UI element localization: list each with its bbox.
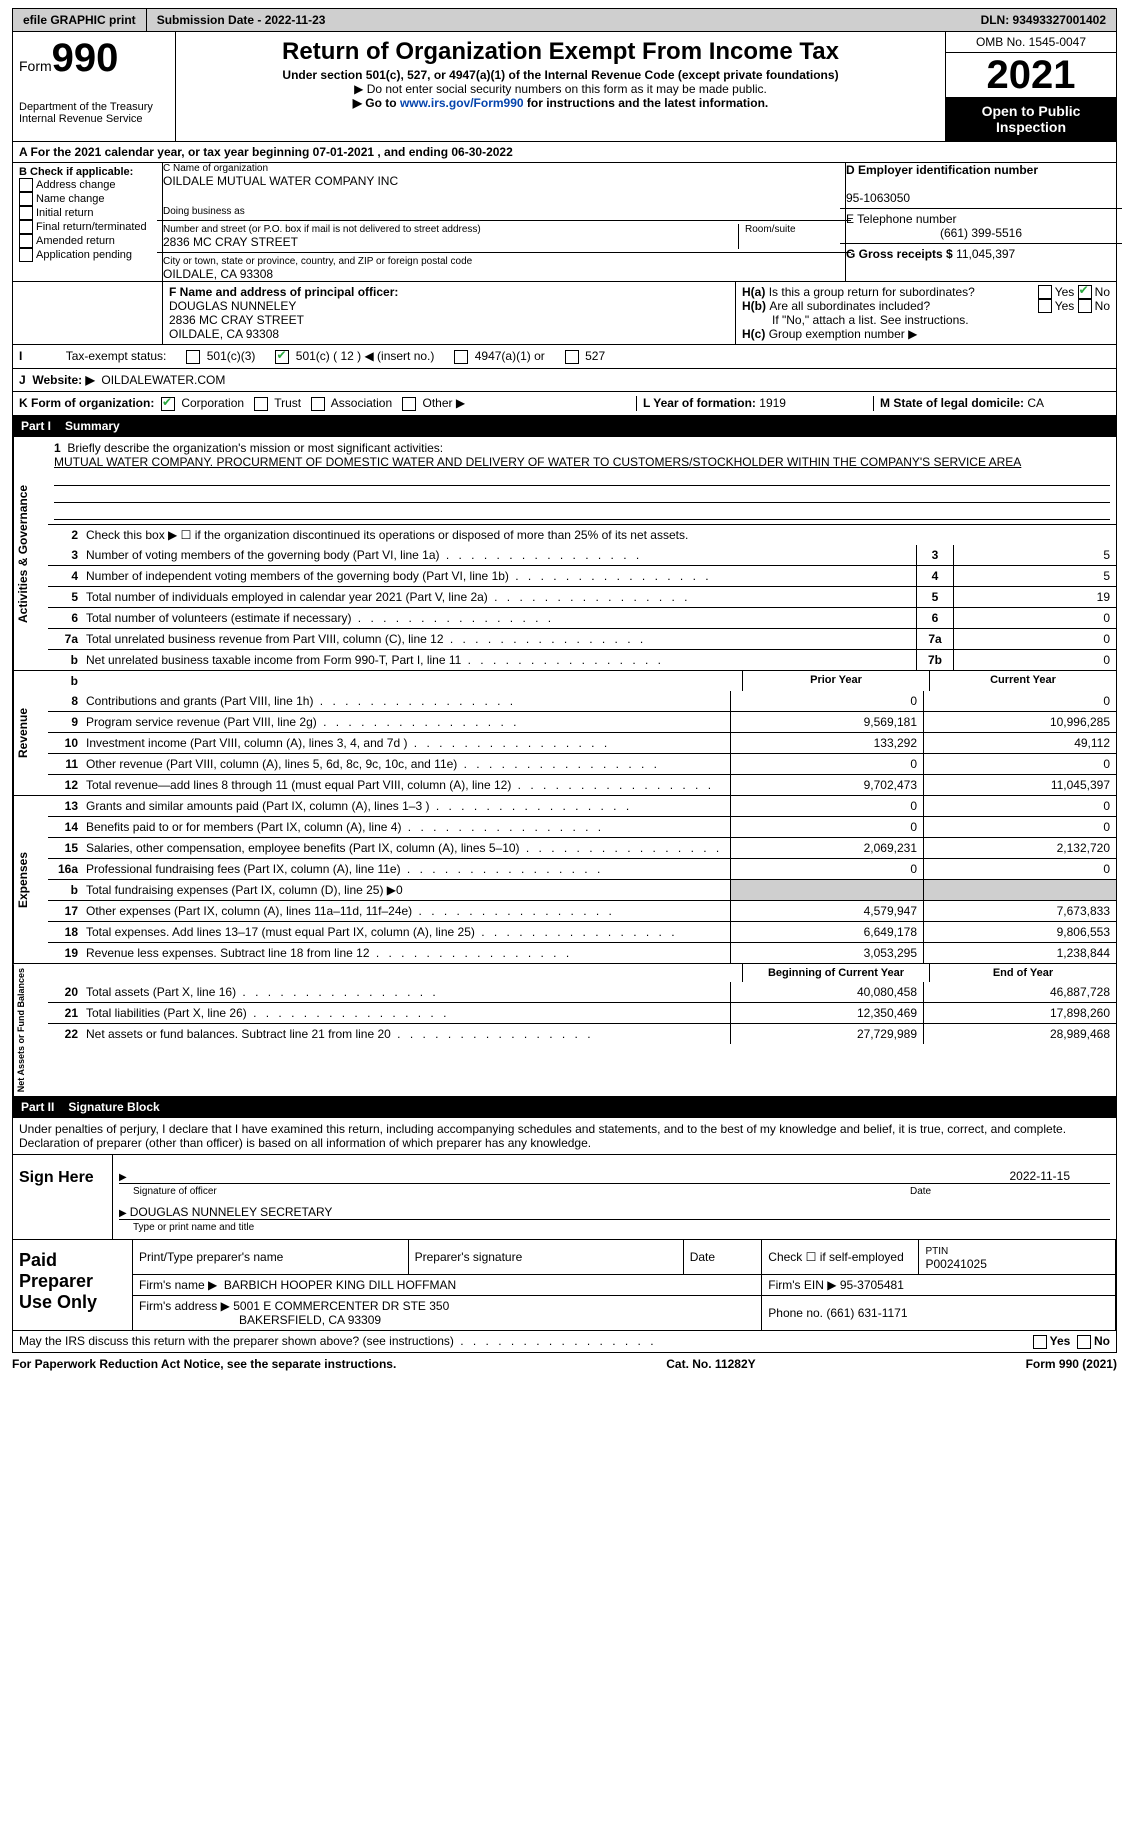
dln: DLN: 93493327001402 <box>971 9 1116 31</box>
checkbox-corp[interactable] <box>161 397 175 411</box>
ein: 95-1063050 <box>846 191 910 205</box>
vtab-revenue: Revenue <box>13 671 48 795</box>
checkbox-ha-no[interactable] <box>1078 285 1092 299</box>
irs: Internal Revenue Service <box>19 113 169 125</box>
netassets-section: Net Assets or Fund Balances Beginning of… <box>12 964 1117 1097</box>
checkbox-hb-no[interactable] <box>1078 299 1092 313</box>
phone: (661) 399-5516 <box>846 226 1116 240</box>
submission-date: Submission Date - 2022-11-23 <box>147 9 336 31</box>
checkbox-hb-yes[interactable] <box>1038 299 1052 313</box>
footer: For Paperwork Reduction Act Notice, see … <box>12 1353 1117 1375</box>
checkbox-name-change[interactable] <box>19 192 33 206</box>
vtab-expenses: Expenses <box>13 796 48 963</box>
form-title: Return of Organization Exempt From Incom… <box>182 38 939 66</box>
paid-preparer: Paid Preparer Use Only Print/Type prepar… <box>12 1240 1117 1331</box>
checkbox-4947[interactable] <box>454 350 468 364</box>
tax-exempt-status: I Tax-exempt status: 501(c)(3) 501(c) ( … <box>12 345 1117 368</box>
section-h: H(a) Is this a group return for subordin… <box>736 282 1116 344</box>
expenses-section: Expenses 13Grants and similar amounts pa… <box>12 796 1117 964</box>
dept-treasury: Department of the Treasury <box>19 101 169 113</box>
part1-header: Part ISummary <box>12 416 1117 437</box>
activities-governance: Activities & Governance 1 Briefly descri… <box>12 437 1117 671</box>
mission-text: MUTUAL WATER COMPANY. PROCURMENT OF DOME… <box>54 455 1110 469</box>
checkbox-discuss-no[interactable] <box>1077 1335 1091 1349</box>
header-sub3: ▶ Go to www.irs.gov/Form990 for instruct… <box>182 96 939 110</box>
vtab-netassets: Net Assets or Fund Balances <box>13 964 48 1096</box>
org-name: OILDALE MUTUAL WATER COMPANY INC <box>163 174 845 188</box>
right-col: D Employer identification number 95-1063… <box>846 163 1116 281</box>
checkbox-assoc[interactable] <box>311 397 325 411</box>
form-number: 990 <box>52 36 119 80</box>
gross-receipts: 11,045,397 <box>956 247 1015 261</box>
part2-header: Part IISignature Block <box>12 1097 1117 1118</box>
vtab-governance: Activities & Governance <box>13 437 48 670</box>
section-b: B Check if applicable: Address change Na… <box>13 163 163 281</box>
discuss-line: May the IRS discuss this return with the… <box>12 1331 1117 1353</box>
checkbox-ha-yes[interactable] <box>1038 285 1052 299</box>
checkbox-527[interactable] <box>565 350 579 364</box>
irs-link[interactable]: www.irs.gov/Form990 <box>400 96 524 110</box>
section-f: F Name and address of principal officer:… <box>163 282 736 344</box>
header-sub2: ▶ Do not enter social security numbers o… <box>182 82 939 96</box>
checkbox-amended[interactable] <box>19 234 33 248</box>
year-formation: L Year of formation: 1919 <box>636 396 873 411</box>
checkbox-initial-return[interactable] <box>19 206 33 220</box>
checkbox-final-return[interactable] <box>19 220 33 234</box>
top-toolbar: efile GRAPHIC print Submission Date - 20… <box>12 8 1117 32</box>
tax-year: 2021 <box>946 53 1116 97</box>
checkbox-other[interactable] <box>402 397 416 411</box>
checkbox-address-change[interactable] <box>19 178 33 192</box>
checkbox-discuss-yes[interactable] <box>1033 1335 1047 1349</box>
efile-print-button[interactable]: efile GRAPHIC print <box>13 9 147 31</box>
checkbox-app-pending[interactable] <box>19 248 33 262</box>
form-header: Form990 Department of the Treasury Inter… <box>12 32 1117 142</box>
website-line: J Website: ▶ OILDALEWATER.COM <box>19 373 1110 387</box>
sign-here: Sign Here 2022-11-15 Signature of office… <box>12 1155 1117 1240</box>
checkbox-501c3[interactable] <box>186 350 200 364</box>
header-sub1: Under section 501(c), 527, or 4947(a)(1)… <box>182 68 939 82</box>
checkbox-trust[interactable] <box>254 397 268 411</box>
form-org: K Form of organization: Corporation Trus… <box>19 396 636 411</box>
form-word: Form <box>19 58 52 74</box>
checkbox-501c[interactable] <box>275 350 289 364</box>
org-city: OILDALE, CA 93308 <box>163 267 845 281</box>
org-street: 2836 MC CRAY STREET <box>163 235 738 249</box>
omb-number: OMB No. 1545-0047 <box>946 32 1116 53</box>
revenue-section: Revenue bPrior YearCurrent Year 8Contrib… <box>12 671 1117 796</box>
penalties-text: Under penalties of perjury, I declare th… <box>12 1118 1117 1155</box>
open-inspection: Open to Public Inspection <box>946 97 1116 141</box>
section-c: C Name of organization OILDALE MUTUAL WA… <box>163 163 846 281</box>
state-domicile: M State of legal domicile: CA <box>873 396 1110 411</box>
